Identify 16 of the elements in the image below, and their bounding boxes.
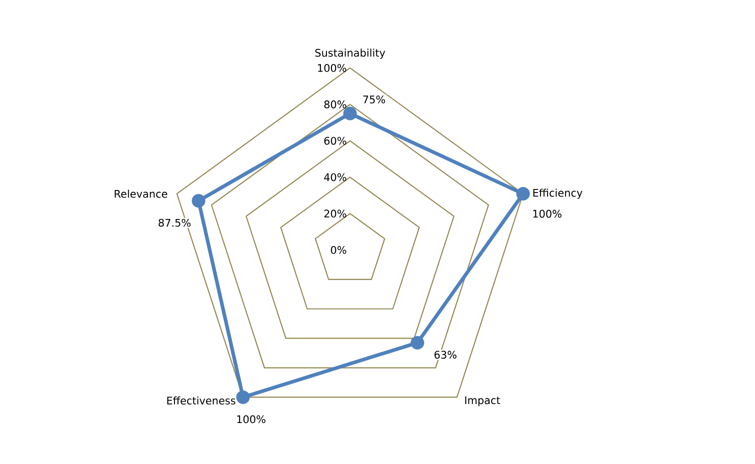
- spoke-label: Relevance: [114, 190, 168, 198]
- y-tick-label: 40%: [324, 173, 346, 182]
- y-tick-label: 60%: [324, 136, 346, 145]
- spoke-label: Impact: [465, 396, 500, 406]
- spoke-label: Effectiveness: [167, 396, 236, 405]
- y-tick-label: 100%: [318, 64, 346, 72]
- data-label: 87.5%: [158, 218, 191, 227]
- data-label: 63%: [434, 350, 456, 359]
- data-label: 100%: [237, 415, 266, 424]
- y-tick-label: 20%: [324, 210, 346, 218]
- data-label: 75%: [363, 96, 386, 104]
- spoke-label: Efficiency: [533, 188, 582, 199]
- y-tick-label: 80%: [324, 100, 346, 108]
- y-tick-label: 0%: [330, 246, 346, 254]
- spoke-label: Sustainability: [315, 48, 386, 59]
- data-label: 100%: [533, 210, 562, 218]
